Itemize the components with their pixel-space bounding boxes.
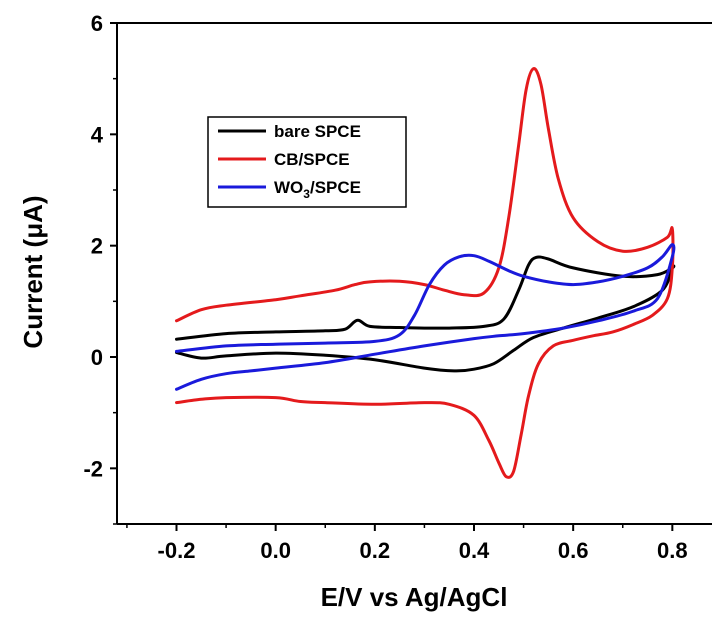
y-tick-label: -2 (83, 456, 103, 481)
series-group (175, 67, 676, 479)
x-tick-label: 0.2 (360, 538, 391, 563)
x-tick-label: 0.0 (260, 538, 291, 563)
series-line-cb-spce (175, 67, 675, 479)
legend-label-wo3-spce: WO3/SPCE (274, 178, 361, 201)
legend-label-cb-spce: CB/SPCE (274, 150, 350, 169)
x-axis-title: E/V vs Ag/AgCl (321, 582, 508, 612)
y-tick-label: 4 (91, 122, 104, 147)
x-tick-label: 0.4 (459, 538, 490, 563)
legend: bare SPCE CB/SPCE WO3/SPCE (207, 116, 407, 208)
y-tick-label: 2 (91, 234, 103, 259)
x-tick-label: 0.6 (558, 538, 589, 563)
x-tick-label: 0.8 (657, 538, 688, 563)
series-line-wo3-spce (175, 243, 676, 391)
y-axis-title: Current (μA) (18, 195, 48, 348)
series-line-bare-spce (175, 255, 676, 373)
y-tick-label: 0 (91, 345, 103, 370)
axes: -0.2 0.0 0.2 0.4 0.6 0.8 -2 0 2 4 6 (83, 11, 712, 563)
y-tick-label: 6 (91, 11, 103, 36)
x-tick-label: -0.2 (158, 538, 196, 563)
legend-label-bare-spce: bare SPCE (274, 122, 361, 141)
